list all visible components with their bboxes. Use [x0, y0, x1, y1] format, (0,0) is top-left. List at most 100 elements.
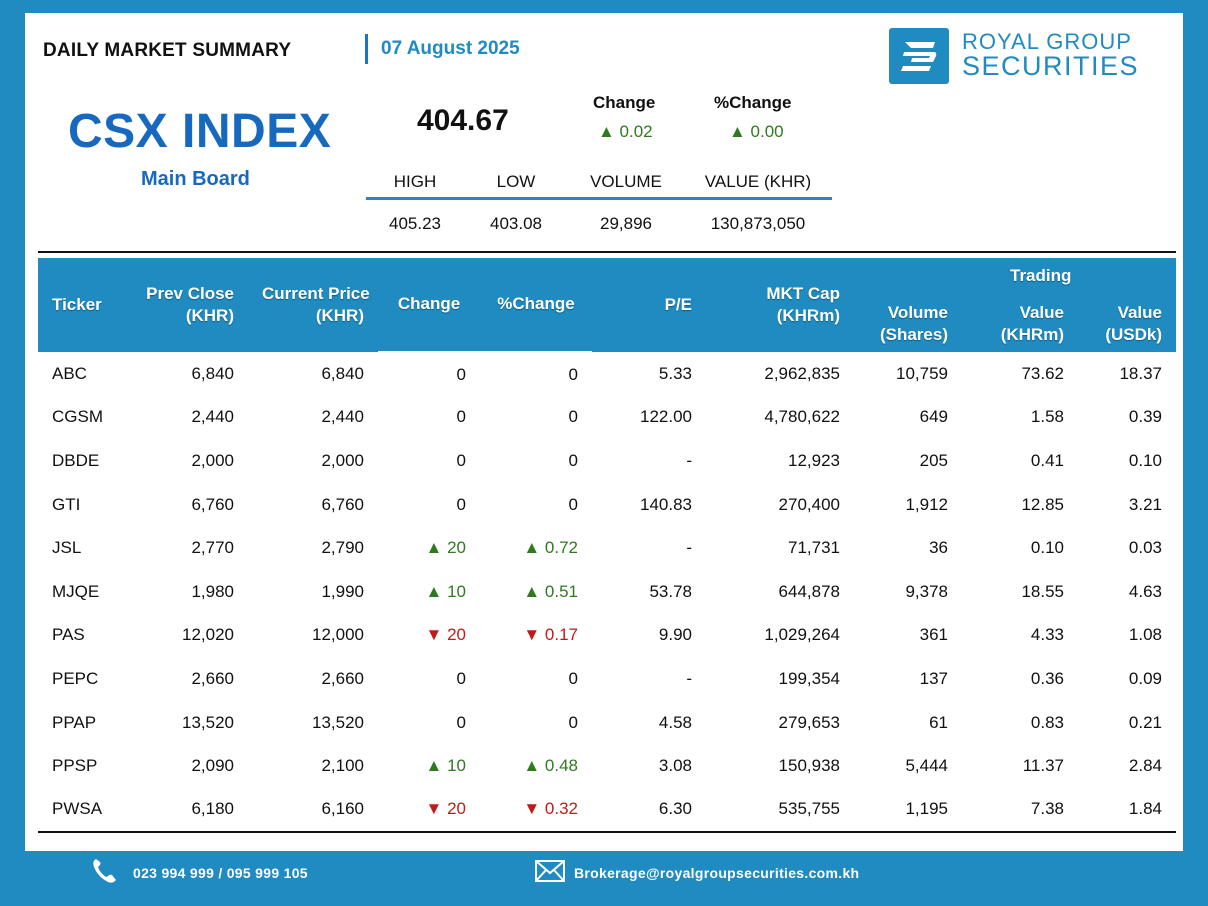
cell-current-price: 1,990 [321, 581, 364, 601]
table-row: GTI 6,760 6,760 0 0 140.83 270,400 1,912 12.85 3.… [38, 483, 1176, 527]
col-prev-close: Prev Close (KHR) [114, 258, 248, 352]
stocks-table: Ticker Prev Close (KHR) Current Price (KHR… [38, 258, 1176, 833]
cell-mkt-cap: 644,878 [778, 581, 840, 601]
cell-pct-change: ▲ 0.72 [523, 538, 578, 558]
col-change: Change [378, 258, 480, 354]
cell-prev-close: 2,440 [191, 407, 234, 427]
cell-value-khr: 0.36 [1030, 668, 1064, 688]
company-logo-text: ROYAL GROUP SECURITIES [962, 29, 1140, 81]
cell-volume: 649 [919, 407, 948, 427]
cell-pct-change: 0 [568, 364, 578, 384]
cell-mkt-cap: 71,731 [788, 538, 840, 558]
table-body: ABC 6,840 6,840 0 0 5.33 2,962,835 10,759 73.62 1… [38, 352, 1176, 833]
cell-value-khr: 73.62 [1021, 363, 1064, 383]
cell-value-usd: 0.09 [1128, 668, 1162, 688]
cell-value-usd: 4.63 [1128, 581, 1162, 601]
table-row: MJQE 1,980 1,990 ▲ 10 ▲ 0.51 53.78 644,878 9,37… [38, 570, 1176, 614]
cell-change: 0 [456, 668, 466, 688]
cell-value-khr: 7.38 [962, 787, 1078, 833]
cell-value-usd: 3.21 [1128, 494, 1162, 514]
cell-current-price: 2,100 [321, 756, 364, 776]
cell-pe: 53.78 [649, 581, 692, 601]
footer-email[interactable]: Brokerage@royalgroupsecurities.com.kh [574, 865, 860, 881]
index-change-value: ▲ 0.02 [598, 122, 653, 141]
cell-current-price: 2,000 [321, 450, 364, 470]
cell-ticker: DBDE [52, 450, 100, 470]
cell-volume: 10,759 [896, 363, 948, 383]
stats-volume: 29,896 [600, 214, 652, 233]
cell-mkt-cap: 2,962,835 [764, 363, 840, 383]
stats-header-high: HIGH [393, 172, 437, 191]
cell-ticker: CGSM [52, 407, 103, 427]
col-volume: Volume (Shares) [854, 258, 962, 352]
logo-line-2: SECURITIES [962, 51, 1140, 81]
cell-current-price: 12,000 [312, 625, 364, 645]
cell-value-usd: 2.84 [1128, 756, 1162, 776]
cell-value-khr: 0.83 [1030, 712, 1064, 732]
col-pct-change: %Change [480, 258, 592, 354]
cell-mkt-cap: 12,923 [788, 450, 840, 470]
cell-value-khr: 4.33 [1030, 625, 1064, 645]
col-ticker: Ticker [38, 258, 114, 352]
cell-mkt-cap: 1,029,264 [764, 625, 840, 645]
cell-ticker: PWSA [38, 787, 114, 833]
cell-pct-change: 0 [568, 450, 578, 470]
cell-mkt-cap: 4,780,622 [764, 407, 840, 427]
cell-mkt-cap: 279,653 [778, 712, 840, 732]
cell-mkt-cap: 150,938 [778, 756, 840, 776]
report-date: 07 August 2025 [381, 38, 520, 59]
cell-value-khr: 12.85 [1021, 494, 1064, 514]
cell-pe: 5.33 [658, 363, 692, 383]
index-stats: HIGH LOW VOLUME VALUE (KHR) 405.23 403.0… [366, 172, 832, 234]
cell-ticker: PPAP [52, 712, 97, 732]
phone-icon [93, 859, 116, 883]
cell-prev-close: 6,180 [114, 787, 248, 833]
cell-volume: 36 [929, 538, 948, 558]
cell-pct-change: 0 [568, 407, 578, 427]
cell-value-khr: 18.55 [1021, 581, 1064, 601]
table-row: ABC 6,840 6,840 0 0 5.33 2,962,835 10,759 73.62 1… [38, 352, 1176, 396]
cell-current-price: 6,840 [321, 363, 364, 383]
col-value-khr: Trading Value (KHRm) [962, 258, 1078, 352]
cell-pct-change: 0 [568, 494, 578, 514]
stats-header-row: HIGH LOW VOLUME VALUE (KHR) [366, 172, 832, 200]
cell-pe: - [686, 538, 692, 558]
table-row: PPSP 2,090 2,100 ▲ 10 ▲ 0.48 3.08 150,938 5,444… [38, 744, 1176, 788]
cell-pe: 4.58 [658, 712, 692, 732]
cell-ticker: PAS [52, 625, 85, 645]
cell-value-usd: 1.08 [1128, 625, 1162, 645]
cell-change: 0 [456, 364, 466, 384]
cell-mkt-cap: 270,400 [778, 494, 840, 514]
cell-value-usd: 1.84 [1078, 787, 1176, 833]
cell-prev-close: 12,020 [182, 625, 234, 645]
col-value-usd: Value (USDk) [1078, 258, 1176, 352]
table-row: CGSM 2,440 2,440 0 0 122.00 4,780,622 649 1.58 0.… [38, 396, 1176, 440]
table-row: PAS 12,020 12,000 ▼ 20 ▼ 0.17 9.90 1,029,264 36… [38, 614, 1176, 658]
cell-value-khr: 0.10 [1030, 538, 1064, 558]
cell-volume: 1,912 [905, 494, 948, 514]
cell-prev-close: 1,980 [191, 581, 234, 601]
cell-value-khr: 1.58 [1030, 407, 1064, 427]
cell-pe: 3.08 [658, 756, 692, 776]
cell-pe: 6.30 [592, 787, 706, 833]
cell-volume: 137 [919, 668, 948, 688]
title-divider [365, 34, 368, 64]
cell-change: ▼ 20 [378, 787, 480, 833]
cell-current-price: 6,760 [321, 494, 364, 514]
cell-pe: - [686, 450, 692, 470]
cell-current-price: 2,440 [321, 407, 364, 427]
cell-pe: - [686, 668, 692, 688]
cell-prev-close: 2,090 [191, 756, 234, 776]
cell-prev-close: 6,840 [191, 363, 234, 383]
cell-prev-close: 13,520 [182, 712, 234, 732]
table-row: JSL 2,770 2,790 ▲ 20 ▲ 0.72 - 71,731 36 0.10 0.03 [38, 526, 1176, 570]
cell-change: 0 [456, 450, 466, 470]
cell-change: ▲ 20 [425, 538, 466, 558]
cell-prev-close: 2,660 [191, 668, 234, 688]
cell-pct-change: 0 [568, 668, 578, 688]
cell-change: ▼ 20 [425, 625, 466, 645]
company-logo-icon [889, 28, 949, 84]
cell-ticker: PEPC [52, 668, 99, 688]
logo-line-1: ROYAL GROUP [962, 29, 1132, 54]
cell-pe: 122.00 [640, 407, 692, 427]
